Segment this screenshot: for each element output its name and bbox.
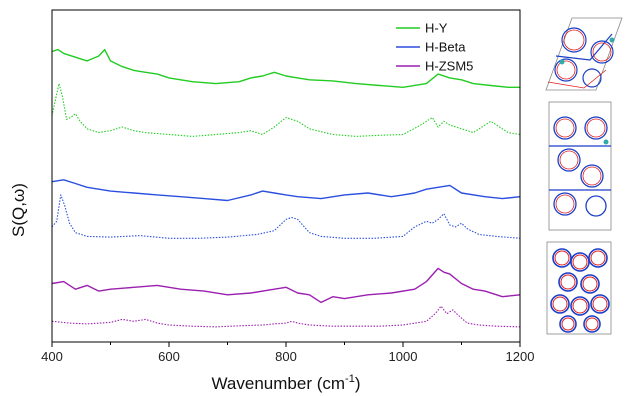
series-line-h-beta-dotted bbox=[51, 194, 521, 239]
series-line-h-zsm5 bbox=[51, 267, 521, 304]
legend: H-Y H-Beta H-ZSM5 bbox=[396, 21, 473, 74]
inset-hbeta-structure bbox=[548, 101, 612, 231]
y-axis-title: S(Q,ω) bbox=[9, 183, 28, 237]
x-axis-title-sup: -1 bbox=[345, 373, 355, 385]
inset-hzsm5-structure bbox=[546, 241, 612, 335]
legend-label-h-y: H-Y bbox=[425, 21, 448, 36]
axes: 400 600 800 1000 1200 bbox=[41, 9, 535, 364]
inset-hy-structure bbox=[538, 14, 623, 94]
legend-label-h-zsm5: H-ZSM5 bbox=[425, 59, 473, 74]
series-line-h-beta bbox=[51, 179, 521, 202]
x-tick-label: 600 bbox=[158, 349, 180, 364]
plot-area bbox=[51, 48, 521, 328]
x-axis-title-tail: ) bbox=[355, 374, 361, 393]
x-tick-label: 1200 bbox=[506, 349, 535, 364]
series-line-h-y bbox=[51, 48, 520, 88]
legend-label-h-beta: H-Beta bbox=[425, 40, 466, 55]
x-tick-label: 800 bbox=[275, 349, 297, 364]
x-axis-title-main: Wavenumber (cm bbox=[212, 374, 346, 393]
x-axis-title: Wavenumber (cm-1) bbox=[212, 373, 361, 393]
x-tick-label: 400 bbox=[41, 349, 63, 364]
x-tick-label: 1000 bbox=[389, 349, 418, 364]
series-line-h-y-dotted bbox=[51, 83, 521, 137]
series-line-h-zsm5-dotted bbox=[51, 305, 521, 328]
